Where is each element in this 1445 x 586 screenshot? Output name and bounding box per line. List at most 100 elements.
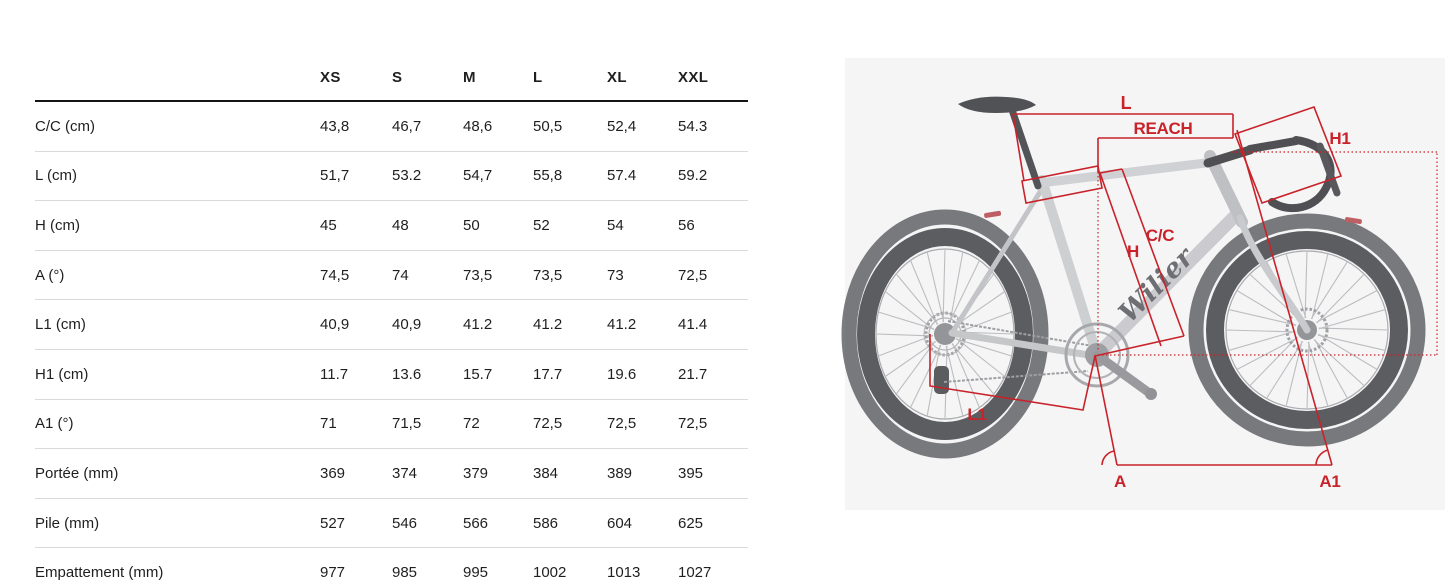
row-value: 74: [392, 266, 409, 284]
head-angle-arc: [1315, 449, 1329, 466]
row-label: A1 (°): [35, 415, 74, 433]
table-row: Pile (mm) 527 546 566 586 604 625: [35, 499, 748, 549]
row-value: 73,5: [533, 266, 563, 284]
label-head-tube-length: H1: [1329, 129, 1350, 148]
row-value: 625: [678, 514, 704, 532]
row-value: 41.2: [463, 316, 493, 334]
row-value: 51,7: [320, 167, 350, 185]
row-value: 72,5: [533, 415, 563, 433]
row-value: 374: [392, 464, 418, 482]
row-value: 43,8: [320, 117, 350, 135]
table-row: C/C (cm) 43,8 46,7 48,6 50,5 52,4 54.3: [35, 102, 748, 152]
label-seat-tube-cc: C/C: [1146, 226, 1174, 245]
row-value: 72: [463, 415, 480, 433]
pedal: [1145, 388, 1157, 400]
row-value: 50: [463, 216, 480, 234]
front-wheel: [1188, 213, 1426, 447]
row-value: 527: [320, 514, 346, 532]
row-value: 41.2: [607, 316, 637, 334]
row-value: 384: [533, 464, 559, 482]
row-value: 604: [607, 514, 633, 532]
row-value: 1002: [533, 564, 567, 582]
size-col-header: XL: [607, 69, 627, 86]
table-row: L1 (cm) 40,9 40,9 41.2 41.2 41.2 41.4: [35, 300, 748, 350]
head-tube-length-box: [1233, 105, 1343, 205]
row-value: 40,9: [320, 316, 350, 334]
row-label: A (°): [35, 266, 65, 284]
bike-illustration: Wilier: [841, 96, 1426, 459]
row-value: 48: [392, 216, 409, 234]
row-value: 1027: [678, 564, 712, 582]
row-value: 11.7: [320, 365, 349, 383]
rear-wheel: [841, 209, 1049, 459]
row-value: 46,7: [392, 117, 422, 135]
row-value: 59.2: [678, 167, 708, 185]
table-row: L (cm) 51,7 53.2 54,7 55,8 57.4 59.2: [35, 152, 748, 202]
rear-derailleur: [934, 366, 949, 394]
row-value: 40,9: [392, 316, 422, 334]
row-value: 21.7: [678, 365, 708, 383]
row-value: 45: [320, 216, 337, 234]
table-row: Empattement (mm) 977 985 995 1002 1013 1027: [35, 548, 748, 586]
row-value: 57.4: [607, 167, 637, 185]
label-seat-tube-angle: A: [1114, 472, 1126, 491]
seatpost: [1006, 100, 1042, 190]
size-col-header: XS: [320, 69, 341, 86]
size-col-header: L: [533, 69, 543, 86]
row-value: 56: [678, 216, 695, 234]
size-col-header: M: [463, 69, 476, 86]
down-tube: [1090, 208, 1243, 362]
row-value: 995: [463, 564, 489, 582]
seat-tube-cc-line: [1121, 168, 1185, 337]
row-value: 52,4: [607, 117, 637, 135]
brake-lever: [1316, 142, 1341, 197]
geometry-table: XS S M L XL XXL C/C (cm) 43,8 46,7 48,6 50,5 52,4 5…: [35, 55, 748, 586]
top-tube-length-line: [1012, 113, 1234, 182]
row-label: C/C (cm): [35, 117, 95, 135]
saddle: [958, 96, 1036, 113]
row-value: 54,7: [463, 167, 493, 185]
row-value: 72,5: [678, 266, 708, 284]
seat-cluster-box: [1021, 165, 1103, 204]
size-header-row: XS S M L XL XXL: [35, 55, 748, 102]
chain-stay: [948, 329, 1099, 360]
row-label: Pile (mm): [35, 514, 100, 532]
label-reach: REACH: [1134, 119, 1193, 138]
table-row: H (cm) 45 48 50 52 54 56: [35, 201, 748, 251]
row-value: 71: [320, 415, 337, 433]
head-tube: [1204, 150, 1248, 228]
row-value: 73: [607, 266, 624, 284]
label-chainstay-length: L1: [967, 405, 986, 424]
label-top-tube-length: L: [1121, 93, 1132, 113]
row-value: 50,5: [533, 117, 563, 135]
table-row: Portée (mm) 369 374 379 384 389 395: [35, 449, 748, 499]
seat-angle-arc: [1101, 450, 1115, 466]
top-tube: [1035, 157, 1219, 188]
row-value: 977: [320, 564, 346, 582]
row-label: Empattement (mm): [35, 564, 164, 582]
crankset: [1064, 322, 1157, 400]
row-value: 17.7: [533, 365, 563, 383]
size-col-header: XXL: [678, 69, 709, 86]
row-value: 13.6: [392, 365, 422, 383]
steering-axis-line: [1236, 129, 1333, 466]
row-value: 15.7: [463, 365, 493, 383]
table-row: H1 (cm) 11.7 13.6 15.7 17.7 19.6 21.7: [35, 350, 748, 400]
seat-stay: [949, 189, 1043, 336]
row-value: 74,5: [320, 266, 350, 284]
row-value: 72,5: [678, 415, 708, 433]
row-value: 72,5: [607, 415, 637, 433]
row-label: L (cm): [35, 167, 77, 185]
handlebar-top: [1246, 137, 1300, 153]
row-value: 48,6: [463, 117, 493, 135]
row-value: 71,5: [392, 415, 422, 433]
row-value: 41.2: [533, 316, 563, 334]
row-value: 389: [607, 464, 633, 482]
table-row: A1 (°) 71 71,5 72 72,5 72,5 72,5: [35, 400, 748, 450]
row-value: 395: [678, 464, 704, 482]
row-value: 54: [607, 216, 624, 234]
row-label: Portée (mm): [35, 464, 119, 482]
